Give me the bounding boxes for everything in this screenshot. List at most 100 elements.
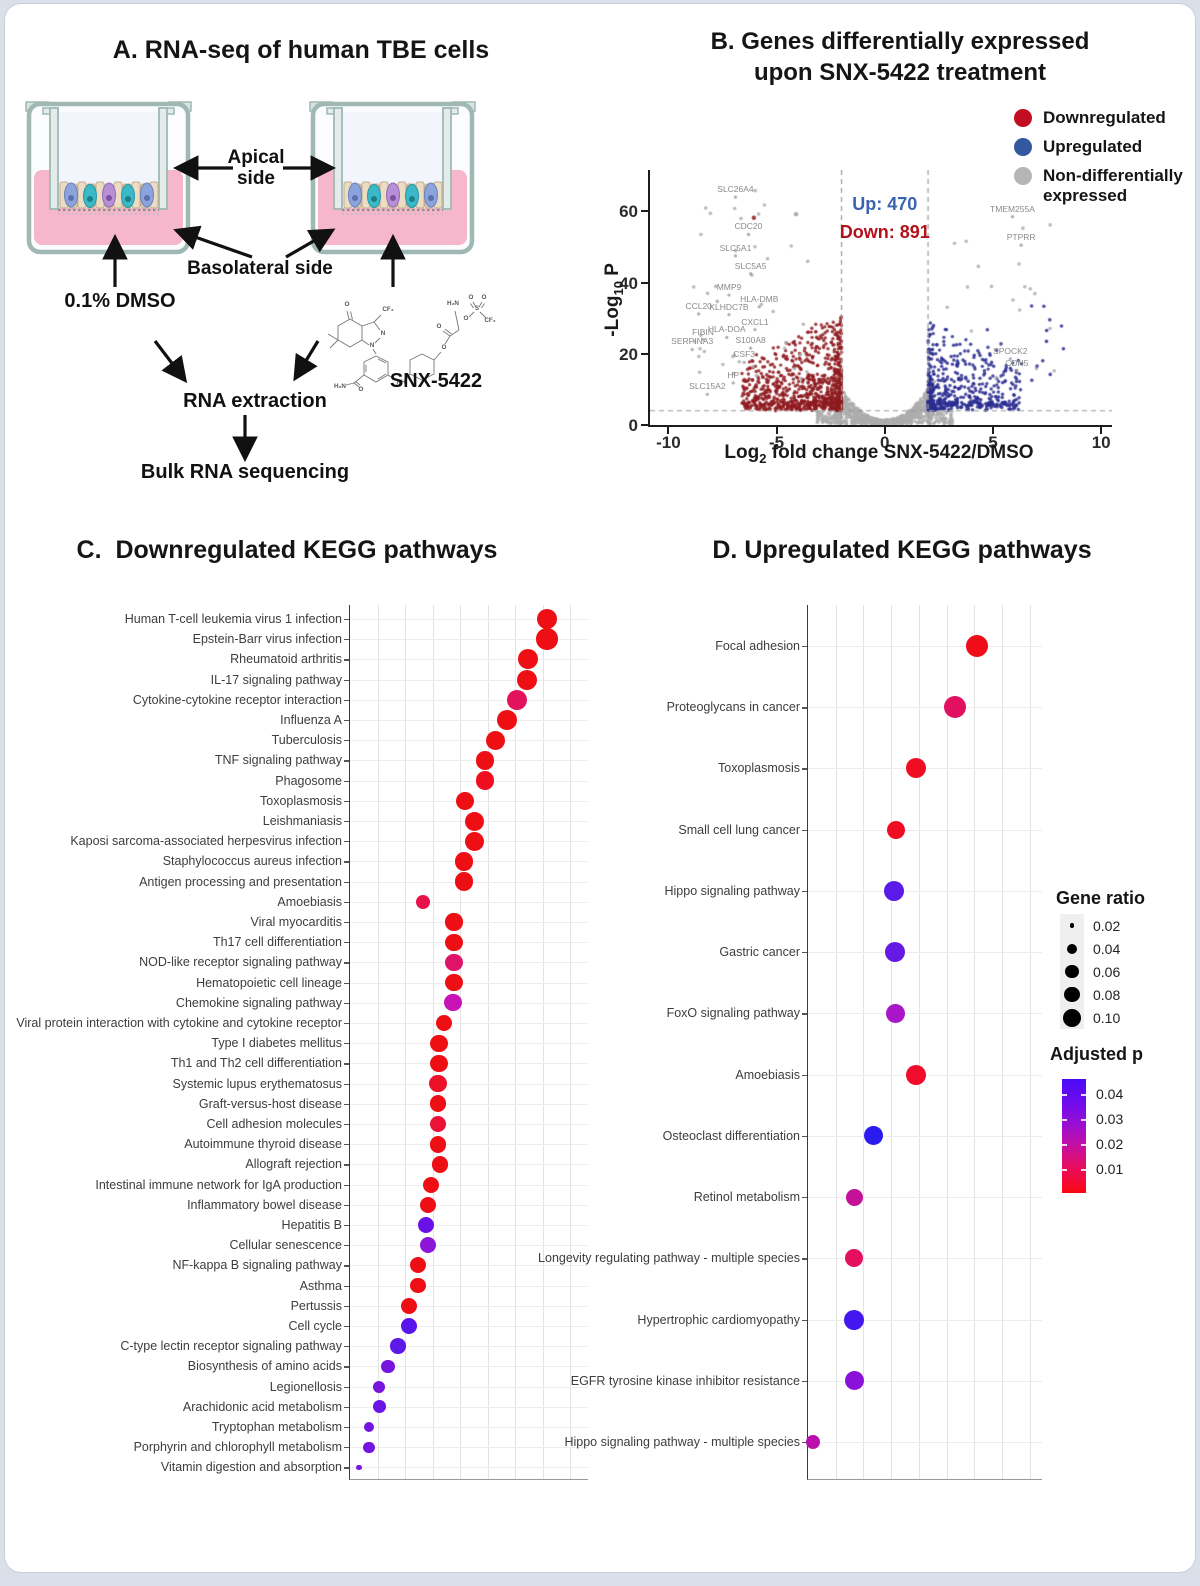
pathway-dot [401, 1297, 418, 1314]
pathway-label: EGFR tyrosine kinase inhibitor resistanc… [570, 1373, 800, 1388]
pathway-dot [886, 1003, 906, 1023]
pathway-dot [381, 1359, 395, 1374]
pathway-dot [943, 696, 966, 719]
pathway-dot [430, 1034, 448, 1052]
pathway-dot [363, 1421, 375, 1433]
gridline [350, 1366, 588, 1368]
x-tick-label: -5 [769, 433, 785, 452]
gridline [808, 1135, 1042, 1137]
panel-c-title: C. Downregulated KEGG pathways [76, 536, 498, 564]
category-tick [802, 1441, 807, 1444]
legend-size-label: 0.04 [1093, 941, 1121, 957]
pathway-dot [410, 1277, 426, 1294]
pathway-dot [445, 953, 463, 971]
atom-label: H₂N [334, 383, 346, 390]
dmso-label: 0.1% DMSO [64, 290, 176, 312]
category-tick [344, 1285, 349, 1287]
category-tick [802, 1380, 807, 1383]
atom-label: O [469, 294, 474, 301]
panel-d-title: D. Upregulated KEGG pathways [712, 536, 1092, 564]
kegg-up-plot [805, 605, 1042, 1480]
basolateral-side-label: Basolateral side [187, 258, 333, 279]
pathway-dot [517, 669, 538, 690]
gridline [350, 1245, 588, 1247]
pathway-label: Cytokine-cytokine receptor interaction [132, 692, 342, 707]
pathway-label: Toxoplasmosis [718, 761, 800, 776]
gridline [570, 605, 571, 1479]
gridline [350, 1427, 588, 1428]
pathway-dot [400, 1317, 418, 1335]
pathway-label: Biosynthesis of amino acids [187, 1359, 342, 1374]
colorbar-label: 0.03 [1096, 1111, 1124, 1127]
gridline [350, 962, 588, 964]
gene-label: CDC20 [734, 221, 763, 232]
gridline [350, 922, 588, 923]
legend-size-label: 0.08 [1093, 987, 1121, 1003]
pathway-label: Focal adhesion [715, 639, 800, 653]
atom-label: NH [396, 379, 406, 386]
gridline [808, 1319, 1042, 1321]
category-tick [344, 922, 349, 924]
category-tick [802, 1135, 807, 1138]
pathway-dot [445, 913, 463, 931]
pathway-dot [486, 730, 506, 750]
category-tick [344, 1366, 349, 1368]
pathway-label: Human T-cell leukemia virus 1 infection [124, 612, 342, 626]
panel-a-title: A. RNA-seq of human TBE cells [112, 36, 490, 64]
gridline [808, 829, 1042, 831]
gridline [350, 1043, 588, 1045]
gene-label: CXCL1 [741, 316, 769, 327]
category-tick [344, 1305, 349, 1308]
pathway-label: Viral protein interaction with cytokine … [16, 1016, 342, 1030]
category-tick [344, 1043, 349, 1045]
pathway-dot [373, 1400, 387, 1414]
colorbar-tick [1081, 1119, 1086, 1121]
gene-label: SLC26A4 [717, 184, 754, 195]
category-tick [802, 1074, 807, 1076]
pathway-dot [454, 872, 474, 891]
transwell-diagram [0, 80, 610, 463]
legend-item: Downregulated [1014, 108, 1190, 128]
pathway-dot [445, 974, 463, 992]
pathway-dot [506, 689, 528, 710]
gridline [350, 1225, 588, 1226]
pathway-dot [805, 1434, 820, 1449]
gridline [350, 679, 588, 681]
pathway-label: Hematopoietic cell lineage [196, 975, 342, 990]
diagram-arrows [102, 155, 406, 463]
pathway-dot [363, 1441, 375, 1453]
pathway-label: NOD-like receptor signaling pathway [139, 955, 342, 970]
pathway-dot [415, 894, 431, 910]
x-axis-tick [1100, 427, 1103, 434]
pathway-dot [844, 1309, 865, 1330]
pathway-label: Staphylococcus aureus infection [162, 854, 342, 869]
gridline [350, 1103, 588, 1105]
pathway-dot [536, 628, 558, 650]
pathway-label: TNF signaling pathway [214, 753, 342, 768]
pathway-dot [885, 942, 906, 963]
pathway-label: Gastric cancer [719, 945, 800, 960]
pathway-label: Inflammatory bowel disease [187, 1197, 342, 1212]
bulk-sequencing-label: Bulk RNA sequencing [140, 461, 350, 483]
colorbar-tick [1081, 1144, 1086, 1146]
pathway-dot [864, 1126, 884, 1146]
kegg-up-labels: Focal adhesion Proteoglycans in cancer Tox… [538, 639, 807, 1449]
x-axis-tick [991, 427, 994, 434]
category-tick [802, 1319, 807, 1321]
gridline [808, 707, 1042, 709]
pathway-dot [422, 1176, 439, 1193]
pathway-label: Cellular senescence [229, 1238, 342, 1253]
category-tick [344, 1144, 349, 1146]
snx-5422-label: SNX-5422 [389, 370, 483, 392]
up-count: Up: 470 [852, 194, 918, 214]
category-tick [344, 720, 349, 722]
atom-label: N [381, 330, 386, 337]
gridline [350, 720, 588, 721]
category-tick [802, 952, 807, 954]
pathway-dot [465, 811, 485, 831]
gridline [808, 890, 1042, 892]
pathway-label: Influenza A [280, 713, 342, 727]
pathway-dot [444, 994, 462, 1012]
pathway-dot [373, 1380, 386, 1393]
category-tick [344, 1265, 349, 1267]
